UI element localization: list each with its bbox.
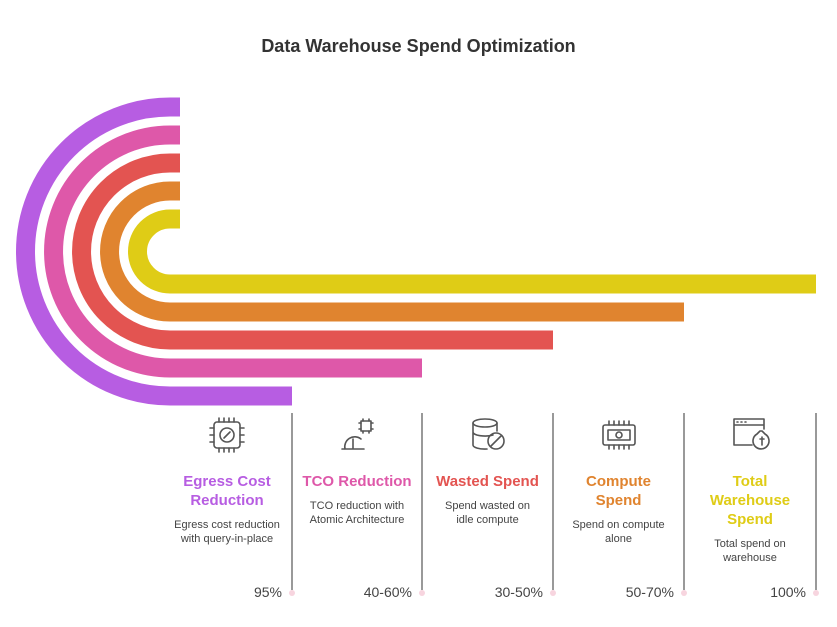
- column-description: Spend wasted on idle compute: [444, 500, 530, 526]
- column-value: 100%: [770, 584, 806, 600]
- column-title: Wasted Spend: [436, 473, 539, 490]
- column-value: 50-70%: [625, 584, 674, 600]
- column-value: 40-60%: [363, 584, 412, 600]
- column-description: Egress cost reduction with query-in-plac…: [174, 519, 280, 545]
- divider-dot: [550, 590, 556, 596]
- arc-band: [44, 125, 422, 378]
- column-description: Total spend on warehouse: [714, 538, 786, 564]
- column-title: Egress Cost Reduction: [183, 473, 271, 509]
- column: Total Warehouse Spend Total spend on ware…: [684, 472, 816, 565]
- column: Egress Cost Reduction Egress cost reducti…: [162, 472, 292, 546]
- column-description: Spend on compute alone: [572, 519, 665, 545]
- icon-browser-money: [733, 418, 770, 450]
- column: TCO Reduction TCO reduction with Atomic A…: [292, 472, 422, 527]
- icon-hardhat: [341, 418, 374, 450]
- column: Compute Spend Spend on compute alone: [553, 472, 684, 546]
- divider-dot: [813, 590, 819, 596]
- icon-database: [472, 418, 505, 450]
- icon-chip: [209, 417, 245, 453]
- column-title: TCO Reduction: [302, 473, 412, 490]
- icon-money-chip: [602, 420, 636, 450]
- column-value: 30-50%: [494, 584, 543, 600]
- arc-band: [72, 153, 553, 350]
- divider-dot: [419, 590, 425, 596]
- column: Wasted Spend Spend wasted on idle compute: [422, 472, 553, 527]
- arc-band: [16, 97, 292, 406]
- column-value: 95%: [253, 584, 282, 600]
- column-title: Compute Spend: [586, 473, 651, 509]
- divider-dot: [289, 590, 295, 596]
- page-title: Data Warehouse Spend Optimization: [261, 36, 576, 56]
- arc-band: [100, 181, 684, 322]
- column-description: TCO reduction with Atomic Architecture: [309, 500, 405, 526]
- arc-band: [128, 209, 816, 294]
- column-title: Total Warehouse Spend: [709, 473, 791, 528]
- divider-dot: [681, 590, 687, 596]
